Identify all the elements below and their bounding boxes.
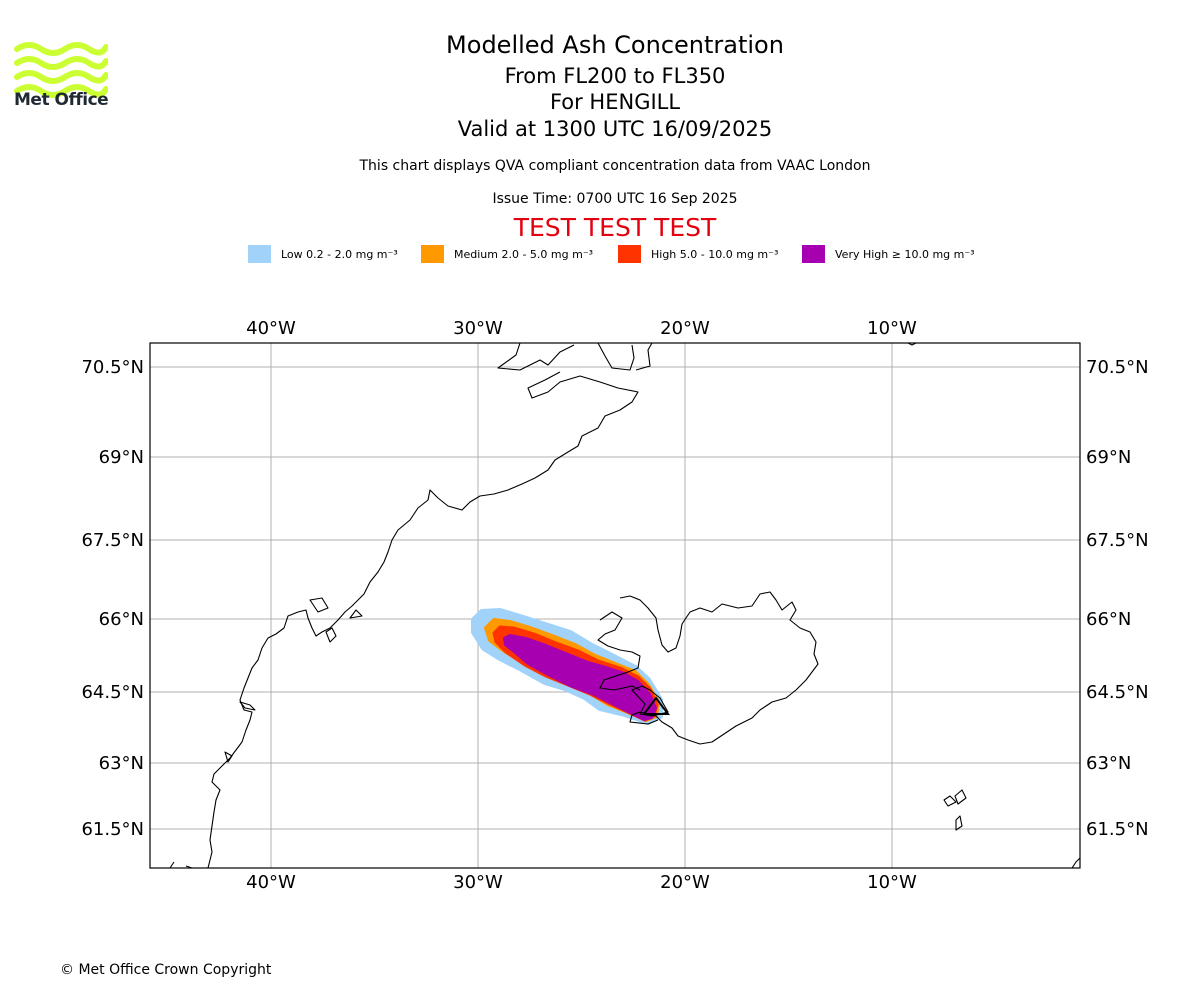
lat-label-left-67-5n: 67.5°N [81, 530, 144, 551]
copyright-notice: © Met Office Crown Copyright [60, 962, 272, 978]
lat-label-left-69n: 69°N [99, 447, 144, 468]
legend-label-medium: Medium 2.0 - 5.0 mg m⁻³ [454, 247, 594, 261]
lat-labels-left: 70.5°N 69°N 67.5°N 66°N 64.5°N 63°N 61.5… [81, 357, 144, 840]
lat-label-left-63n: 63°N [99, 753, 144, 774]
legend-item-low: Low 0.2 - 2.0 mg m⁻³ [248, 244, 398, 264]
lat-label-left-64-5n: 64.5°N [81, 682, 144, 703]
lon-label-top-40w: 40°W [246, 318, 296, 339]
lat-label-right-63n: 63°N [1086, 753, 1131, 774]
test-banner: TEST TEST TEST [513, 213, 717, 242]
legend-item-high: High 5.0 - 10.0 mg m⁻³ [618, 244, 778, 264]
lat-label-right-64-5n: 64.5°N [1086, 682, 1149, 703]
lat-label-right-61-5n: 61.5°N [1086, 819, 1149, 840]
coastline-greenland-islands [169, 597, 363, 868]
met-office-logo [14, 42, 108, 98]
coastline-faroe-islands [943, 789, 967, 831]
issue-time: Issue Time: 0700 UTC 16 Sep 2025 [492, 191, 738, 207]
coastlines [169, 343, 1080, 868]
lat-label-right-69n: 69°N [1086, 447, 1131, 468]
lon-label-top-10w: 10°W [867, 318, 917, 339]
legend-item-very-high: Very High ≥ 10.0 mg m⁻³ [802, 244, 975, 264]
coastline-norway [1071, 857, 1080, 868]
map-gridlines [150, 343, 1080, 868]
legend-label-high: High 5.0 - 10.0 mg m⁻³ [651, 247, 779, 261]
legend-label-low: Low 0.2 - 2.0 mg m⁻³ [281, 247, 398, 261]
lat-labels-right: 70.5°N 69°N 67.5°N 66°N 64.5°N 63°N 61.5… [1086, 357, 1149, 840]
legend-swatch-high [618, 245, 641, 263]
lon-labels-top: 40°W 30°W 20°W 10°W [246, 318, 917, 339]
lon-label-top-20w: 20°W [660, 318, 710, 339]
lat-label-right-67-5n: 67.5°N [1086, 530, 1149, 551]
volcano-name: For HENGILL [549, 90, 681, 114]
coastline-iceland [597, 591, 819, 745]
chart-description: This chart displays QVA compliant concen… [359, 158, 871, 174]
lat-label-left-66n: 66°N [99, 609, 144, 630]
legend-swatch-low [248, 245, 271, 263]
lon-label-bottom-10w: 10°W [867, 872, 917, 893]
coastline-jan-mayen [907, 343, 917, 346]
volcano-triangle-icon [642, 696, 670, 715]
lon-label-bottom-30w: 30°W [453, 872, 503, 893]
legend-label-very-high: Very High ≥ 10.0 mg m⁻³ [835, 247, 975, 261]
lon-label-top-30w: 30°W [453, 318, 503, 339]
legend-item-medium: Medium 2.0 - 5.0 mg m⁻³ [421, 244, 593, 264]
map-frame [149, 342, 1081, 869]
legend-swatch-very-high [802, 245, 825, 263]
logo-wordmark: Met Office [14, 90, 109, 110]
ash-plume [471, 608, 663, 725]
lat-label-right-66n: 66°N [1086, 609, 1131, 630]
valid-time: Valid at 1300 UTC 16/09/2025 [457, 117, 773, 141]
lat-label-right-70-5n: 70.5°N [1086, 357, 1149, 378]
lon-labels-bottom: 40°W 30°W 20°W 10°W [246, 872, 917, 893]
chart-title: Modelled Ash Concentration [446, 31, 784, 59]
lon-label-bottom-40w: 40°W [246, 872, 296, 893]
flight-level-range: From FL200 to FL350 [504, 64, 726, 88]
coastline-greenland [207, 343, 653, 868]
lon-label-bottom-20w: 20°W [660, 872, 710, 893]
lat-label-left-61-5n: 61.5°N [81, 819, 144, 840]
legend-swatch-medium [421, 245, 444, 263]
lat-label-left-70-5n: 70.5°N [81, 357, 144, 378]
